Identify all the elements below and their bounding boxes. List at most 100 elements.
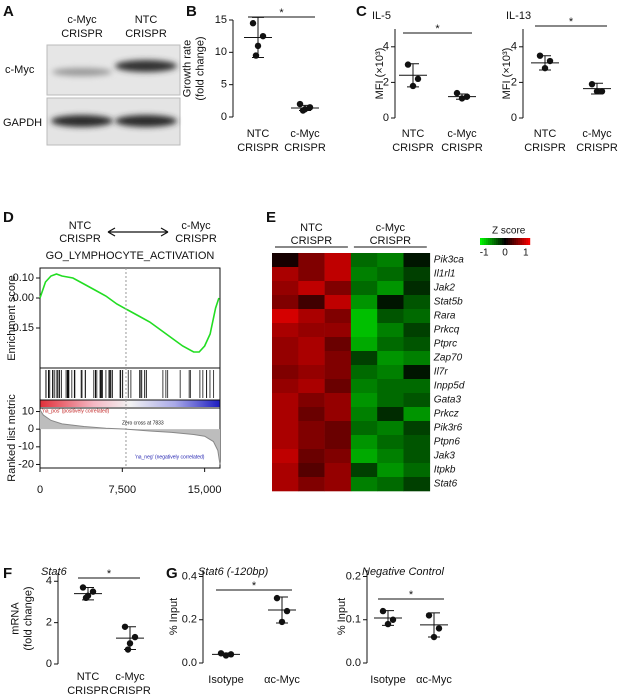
heatmap-cell <box>272 309 299 324</box>
row-label: Pik3r6 <box>434 423 463 434</box>
heatmap-cell <box>377 435 404 450</box>
heatmap-cell <box>350 407 378 422</box>
heatmap-cell <box>403 435 431 450</box>
heatmap-cell <box>298 337 325 352</box>
annotation: 'na_neg' (negatively correlated) <box>135 454 205 460</box>
data-point <box>259 32 267 40</box>
legend-swatch <box>524 238 527 245</box>
row-label: Gata3 <box>434 395 462 406</box>
y-axis-label: % Input <box>168 598 180 635</box>
row-label: Prkcz <box>434 409 459 420</box>
heatmap-cell <box>377 421 404 436</box>
heatmap-cell <box>324 407 352 422</box>
group-label: CRISPR <box>370 235 412 247</box>
heatmap-cell <box>377 407 404 422</box>
panel-label: D <box>3 209 14 226</box>
heatmap-cell <box>350 449 378 464</box>
heatmap-cell <box>324 365 352 380</box>
significance-mark: * <box>279 7 284 19</box>
y-tick-label: 2 <box>46 617 52 629</box>
heatmap-cell <box>403 295 431 310</box>
heatmap-cell <box>403 323 431 338</box>
heatmap-cell <box>377 379 404 394</box>
legend-swatch <box>518 238 521 245</box>
heatmap-cell <box>377 365 404 380</box>
y-tick-label: 0 <box>511 112 517 124</box>
x-tick-label: 0 <box>37 484 43 496</box>
heatmap-cell <box>350 295 378 310</box>
panel-label: A <box>3 3 14 20</box>
lane-label: CRISPR <box>125 28 167 40</box>
x-tick-label: Isotype <box>370 674 405 686</box>
heatmap-cell <box>324 435 352 450</box>
panel-label: C <box>356 3 367 20</box>
y-tick-label: 0 <box>383 112 389 124</box>
annotation: Zero cross at 7833 <box>122 420 164 426</box>
heatmap-cell <box>350 309 378 324</box>
legend-swatch <box>498 238 501 245</box>
y-tick-label: -20 <box>18 458 34 470</box>
data-point <box>414 75 422 83</box>
y-tick-label: 0 <box>221 111 227 123</box>
enrichment-line <box>39 273 220 353</box>
panel-label: F <box>3 565 12 582</box>
x-tick-label: NTC <box>77 671 100 683</box>
heatmap-cell <box>298 309 325 324</box>
legend-swatch <box>500 238 503 245</box>
heatmap-cell <box>324 351 352 366</box>
data-point <box>296 100 304 108</box>
chart-title: GO_LYMPHOCYTE_ACTIVATION <box>46 250 215 262</box>
y-tick-label: 0.0 <box>182 657 197 669</box>
y-tick-label: 2 <box>383 76 389 88</box>
y-axis-label: MFI (×10³) <box>374 48 386 100</box>
data-point <box>249 20 257 27</box>
y-tick-label: 10 <box>215 46 227 58</box>
x-tick-label: NTC <box>247 128 270 140</box>
heatmap-cell <box>272 449 299 464</box>
chart-title: IL-5 <box>372 10 391 22</box>
heatmap-cell <box>350 463 378 478</box>
legend-swatch <box>492 238 495 245</box>
heatmap-cell <box>298 379 325 394</box>
chart-title: Stat6 <box>41 566 68 578</box>
heatmap-cell <box>350 351 378 366</box>
chart-title: Negative Control <box>362 566 444 578</box>
metric-line <box>39 409 221 465</box>
y-tick-label: 5 <box>221 79 227 91</box>
y-tick-label: 0 <box>28 423 34 435</box>
heatmap-cell <box>377 351 404 366</box>
heatmap-cell <box>350 393 378 408</box>
row-label: Inpp5d <box>434 381 465 392</box>
panel-label: E <box>266 209 276 226</box>
y-tick-label: 0.10 <box>13 272 34 284</box>
row-label: Stat5b <box>434 297 463 308</box>
significance-mark: * <box>435 23 440 35</box>
legend-swatch <box>494 238 497 245</box>
data-point <box>425 612 433 619</box>
heatmap-cell <box>377 323 404 338</box>
row-label: Zap70 <box>433 353 463 364</box>
x-tick-label: c-Myc <box>115 671 145 683</box>
annotation: 'na_pos' (positively correlated) <box>42 408 110 414</box>
heatmap-cell <box>350 267 378 282</box>
y-tick-label: 2 <box>511 76 517 88</box>
heatmap-cell <box>350 421 378 436</box>
y-tick-label: 15 <box>215 14 227 26</box>
legend-swatch <box>484 238 487 245</box>
heatmap-cell <box>403 253 431 268</box>
heatmap-cell <box>403 351 431 366</box>
panel-label: B <box>186 3 197 20</box>
heatmap-cell <box>324 267 352 282</box>
heatmap-cell <box>298 253 325 268</box>
y-axis-label: Enrichment score <box>6 275 18 361</box>
panel-label: G <box>166 565 178 582</box>
legend-swatch <box>502 238 505 245</box>
significance-mark: * <box>107 568 112 580</box>
heatmap-cell <box>403 309 431 324</box>
heatmap-cell <box>403 463 431 478</box>
row-label: Jak3 <box>433 451 456 462</box>
heatmap-cell <box>403 393 431 408</box>
heatmap-cell <box>403 379 431 394</box>
heatmap-cell <box>272 337 299 352</box>
x-tick-label: c-Myc <box>582 128 612 140</box>
